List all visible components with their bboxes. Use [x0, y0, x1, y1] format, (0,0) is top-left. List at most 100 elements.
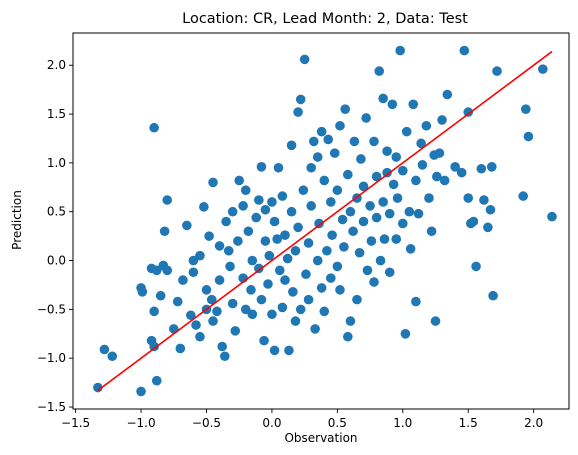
- data-point: [188, 255, 199, 266]
- data-point: [384, 208, 395, 219]
- data-point: [369, 136, 379, 147]
- data-point: [326, 273, 336, 283]
- data-point: [254, 195, 264, 205]
- data-point: [188, 267, 199, 278]
- data-point: [319, 175, 330, 186]
- data-point: [378, 197, 388, 207]
- x-axis: −1.5 −1.0 −0.5 0.0 0.5 1.0 1.5 2.0: [61, 409, 543, 430]
- data-point: [282, 253, 293, 264]
- data-point: [335, 120, 345, 131]
- data-point: [260, 204, 271, 215]
- data-point: [149, 122, 159, 133]
- data-point: [442, 89, 453, 100]
- data-point: [413, 208, 424, 219]
- x-tick-label: 0.5: [328, 416, 347, 430]
- data-point: [538, 64, 548, 74]
- y-axis-label: Prediction: [10, 190, 24, 250]
- data-point: [361, 113, 371, 123]
- data-point: [273, 162, 284, 173]
- x-tick-label: −1.5: [61, 416, 90, 430]
- data-point: [151, 375, 162, 386]
- data-point: [343, 169, 353, 180]
- data-point: [401, 126, 412, 137]
- data-point: [459, 45, 470, 56]
- data-point: [395, 45, 405, 56]
- data-point: [388, 179, 399, 190]
- data-point: [269, 216, 280, 227]
- data-point: [421, 120, 432, 131]
- data-point: [378, 93, 388, 104]
- data-point: [375, 255, 386, 266]
- data-point: [430, 316, 441, 326]
- data-point: [206, 294, 217, 305]
- data-point: [99, 344, 110, 355]
- data-point: [463, 193, 474, 203]
- data-point: [195, 250, 205, 261]
- data-point: [371, 212, 382, 223]
- data-point: [327, 230, 337, 240]
- data-point: [247, 309, 258, 320]
- data-point: [312, 152, 323, 162]
- data-point: [411, 175, 421, 186]
- data-point: [366, 236, 377, 246]
- data-point: [479, 195, 489, 205]
- y-tick-label: 0.0: [47, 254, 66, 268]
- data-point: [329, 148, 340, 158]
- y-tick-label: 1.5: [47, 107, 66, 121]
- data-point: [316, 283, 327, 293]
- data-point: [277, 302, 288, 313]
- data-point: [298, 185, 309, 196]
- data-point: [137, 287, 148, 297]
- y-tick-label: 1.0: [47, 156, 66, 170]
- data-point: [335, 285, 345, 295]
- data-point: [225, 261, 235, 272]
- data-point: [432, 171, 442, 182]
- data-point: [424, 193, 434, 203]
- data-point: [468, 216, 479, 227]
- data-point: [379, 234, 390, 244]
- data-point: [323, 134, 333, 145]
- data-point: [290, 245, 301, 256]
- data-point: [391, 234, 402, 244]
- data-point: [439, 175, 450, 186]
- data-point: [208, 316, 218, 326]
- data-point: [374, 66, 385, 76]
- x-tick-label: −0.5: [192, 416, 221, 430]
- data-point: [269, 345, 280, 356]
- data-point: [369, 277, 379, 287]
- data-point: [391, 152, 402, 162]
- data-point: [310, 324, 320, 334]
- data-point: [463, 107, 474, 117]
- data-point: [288, 287, 298, 297]
- data-point: [172, 296, 183, 307]
- data-point: [332, 261, 343, 272]
- data-point: [405, 244, 416, 254]
- data-point: [256, 294, 267, 305]
- data-point: [362, 265, 373, 276]
- data-point: [256, 161, 267, 172]
- data-point: [240, 304, 251, 315]
- data-point: [397, 165, 408, 176]
- data-point: [348, 226, 358, 237]
- data-point: [382, 146, 392, 156]
- data-point: [254, 263, 264, 274]
- data-point: [204, 231, 214, 241]
- x-tick-label: −1.0: [126, 416, 155, 430]
- data-point: [240, 185, 251, 196]
- data-point: [162, 265, 173, 276]
- data-point: [233, 236, 243, 246]
- data-point: [221, 216, 231, 227]
- data-point: [264, 250, 275, 261]
- data-point: [201, 285, 212, 295]
- x-tick-label: 1.5: [459, 416, 478, 430]
- data-point: [319, 306, 330, 317]
- data-point: [159, 226, 170, 237]
- data-point: [365, 201, 375, 211]
- data-point: [212, 306, 222, 317]
- y-tick-label: −0.5: [37, 302, 66, 316]
- x-tick-label: 1.0: [393, 416, 412, 430]
- data-point: [483, 222, 493, 233]
- data-point: [434, 148, 445, 158]
- data-point: [230, 326, 241, 336]
